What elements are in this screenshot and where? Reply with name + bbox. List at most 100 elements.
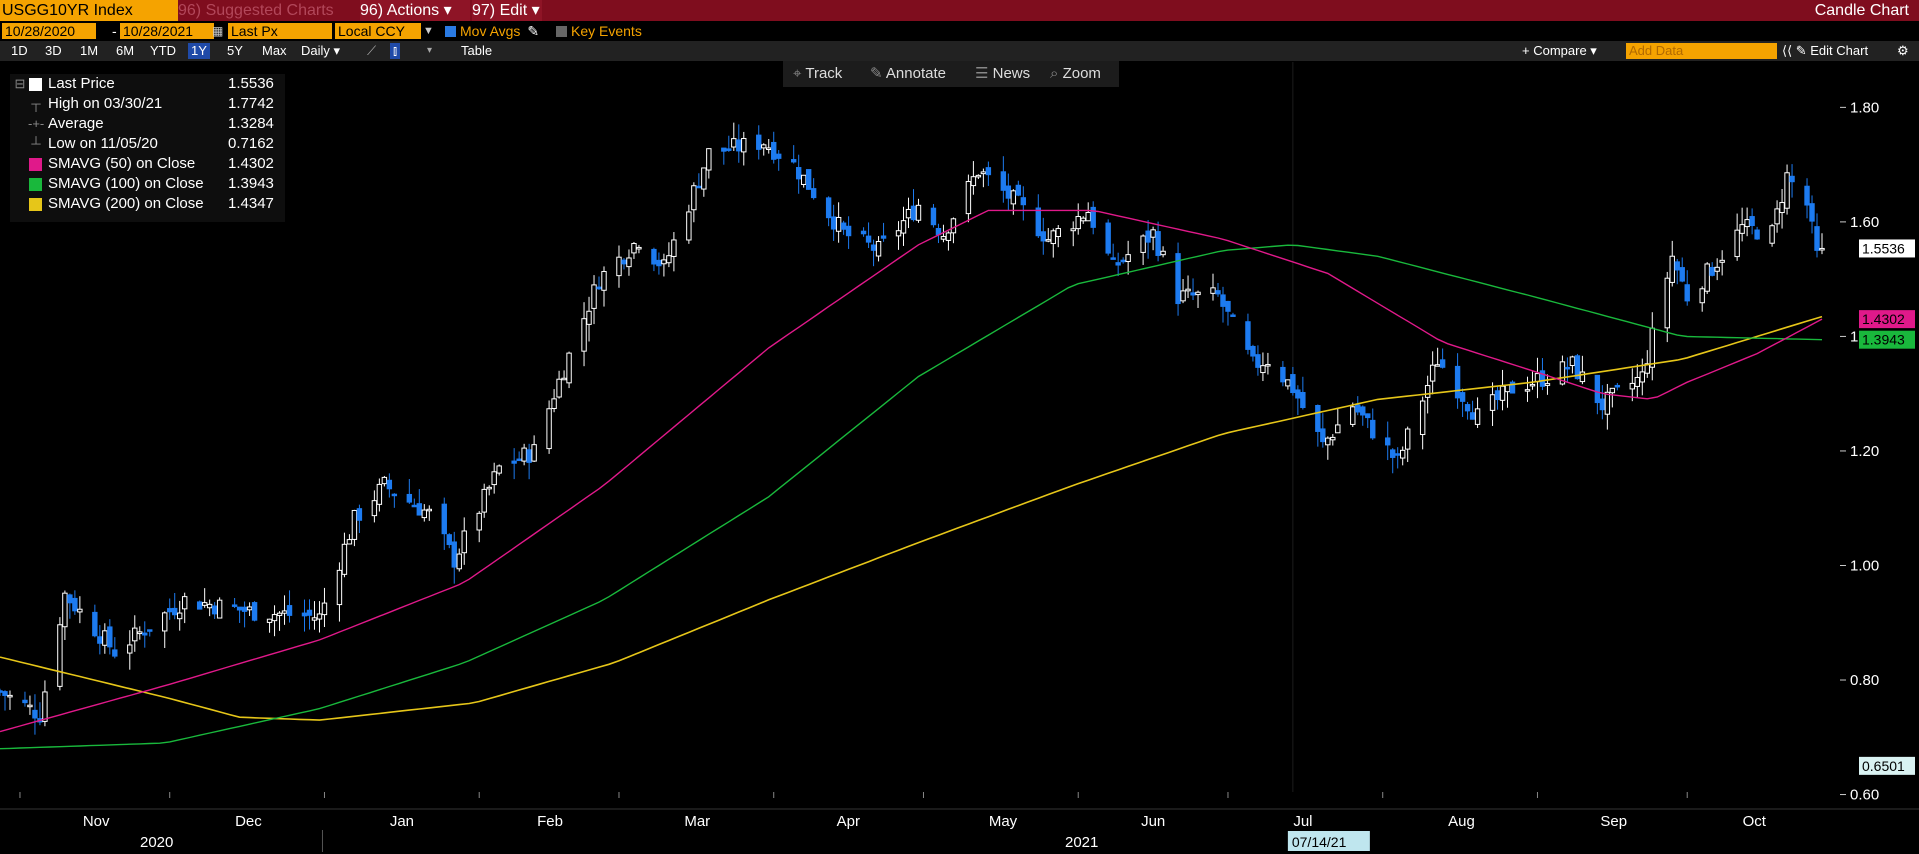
legend-average[interactable]: -+- Average 1.3284 — [10, 114, 285, 134]
candle-body — [1419, 400, 1426, 436]
candle-body — [421, 509, 428, 519]
candle-body — [42, 691, 48, 722]
candle-body — [1429, 364, 1436, 382]
suggested-charts-button[interactable]: 96) Suggested Charts — [178, 2, 334, 19]
legend-high[interactable]: ┬ High on 03/30/21 1.7742 — [10, 94, 285, 114]
news-icon: ☰ — [975, 65, 989, 82]
x-month-label: Mar — [684, 813, 710, 830]
value-label-text: 1.5536 — [1862, 240, 1905, 256]
sma100-label: SMAVG (100) on Close — [48, 175, 204, 192]
candle-body — [1390, 449, 1396, 458]
candle-body — [561, 377, 567, 381]
candle-body — [486, 486, 492, 490]
gear-icon[interactable]: ⚙ — [1897, 43, 1909, 58]
legend-sma100[interactable]: SMAVG (100) on Close 1.3943 — [10, 174, 285, 194]
calendar-icon[interactable]: ▦ — [212, 24, 224, 38]
end-date-field[interactable]: 10/28/2021 — [120, 23, 214, 39]
add-data-input[interactable]: Add Data — [1626, 43, 1777, 59]
edit-chart-button[interactable]: ⟨⟨ ✎ Edit Chart — [1782, 43, 1869, 58]
high-marker-icon: ┬ — [31, 96, 41, 111]
edit-menu[interactable]: 97) Edit ▾ — [472, 0, 542, 21]
mov-avgs-toggle[interactable]: Mov Avgs ✎ — [445, 23, 539, 39]
x-month-label: Feb — [537, 813, 563, 830]
candle-body — [1424, 385, 1431, 398]
sma50-swatch — [29, 158, 42, 171]
candle-body — [281, 610, 288, 614]
currency-select[interactable]: Local CCY — [335, 23, 421, 39]
candle-body — [1684, 284, 1690, 302]
candle-body — [481, 488, 487, 513]
range-5y[interactable]: 5Y — [227, 43, 243, 58]
security-field[interactable]: USGG10YR Index — [0, 0, 178, 21]
candle-body — [726, 148, 732, 151]
legend-low[interactable]: ┴ Low on 11/05/20 0.7162 — [10, 134, 285, 154]
news-tool[interactable]: ☰ News — [975, 61, 1030, 87]
candle-body — [985, 167, 992, 176]
candle-body — [511, 460, 517, 464]
candle-body — [1005, 185, 1012, 199]
candle-body — [57, 624, 63, 687]
candle-body — [1569, 356, 1576, 367]
frequency-select[interactable]: Daily ▾ — [301, 43, 341, 58]
legend-last-price[interactable]: ⊟ Last Price 1.5536 — [10, 74, 285, 94]
high-label: High on 03/30/21 — [48, 95, 163, 112]
legend-sma50[interactable]: SMAVG (50) on Close 1.4302 — [10, 154, 285, 174]
candle-body — [346, 539, 353, 545]
candle-body — [950, 218, 957, 234]
currency-dropdown-icon[interactable]: ▼ — [423, 25, 434, 37]
x-month-label: Jul — [1293, 813, 1312, 830]
value-label-box — [1859, 330, 1915, 349]
line-chart-icon[interactable]: ⟋ — [367, 43, 377, 58]
candle-body — [696, 185, 702, 189]
chart-style-dropdown-icon[interactable]: ▾ — [427, 45, 433, 56]
range-3d[interactable]: 3D — [45, 43, 62, 58]
candle-body — [1434, 364, 1441, 367]
range-max[interactable]: Max — [262, 43, 287, 58]
candle-body — [1085, 211, 1091, 222]
candle-body — [231, 604, 238, 607]
candle-body — [0, 690, 3, 693]
candle-body — [1190, 292, 1196, 296]
start-date-field[interactable]: 10/28/2020 — [2, 23, 96, 39]
candle-chart[interactable]: 1.801.601.401.201.000.800.60 NovDecJanFe… — [0, 62, 1919, 854]
candle-body — [586, 310, 592, 325]
candle-body — [1295, 389, 1301, 399]
candle-body — [965, 181, 972, 215]
candle-body — [556, 378, 562, 398]
candle-body — [162, 612, 168, 632]
actions-menu[interactable]: 96) Actions ▾ — [360, 0, 470, 21]
candle-body — [626, 257, 632, 268]
candle-body — [211, 605, 218, 615]
range-ytd[interactable]: YTD — [150, 43, 176, 58]
candle-body — [391, 493, 398, 497]
candle-body — [1544, 383, 1551, 386]
range-1y[interactable]: 1Y — [188, 43, 210, 59]
compare-button[interactable]: + Compare ▾ — [1522, 43, 1597, 58]
price-field-select[interactable]: Last Px — [228, 23, 332, 39]
candle-body — [446, 534, 452, 546]
annotate-tool[interactable]: ✎ Annotate — [870, 61, 946, 87]
pencil-icon[interactable]: ✎ — [527, 23, 540, 39]
range-6m[interactable]: 6M — [116, 43, 135, 58]
candle-body — [1175, 253, 1181, 305]
candle-body — [1000, 171, 1007, 191]
track-tool[interactable]: ⌖ Track — [793, 61, 842, 87]
candle-chart-icon[interactable]: ⫾ — [390, 43, 401, 59]
candle-body — [1819, 247, 1825, 251]
range-1m[interactable]: 1M — [80, 43, 99, 58]
candle-body — [691, 185, 697, 211]
value-label-text: 0.6501 — [1862, 758, 1905, 774]
candle-body — [1185, 288, 1191, 292]
collapse-icon[interactable]: ⊟ — [14, 76, 26, 91]
candle-body — [1439, 359, 1446, 368]
candle-body — [1699, 288, 1705, 304]
legend-sma200[interactable]: SMAVG (200) on Close 1.4347 — [10, 194, 285, 214]
checkbox-checked-icon — [445, 26, 456, 37]
range-1d[interactable]: 1D — [11, 43, 28, 58]
key-events-toggle[interactable]: Key Events — [556, 23, 642, 39]
candle-body — [371, 500, 378, 517]
candle-body — [112, 649, 118, 657]
table-button[interactable]: Table — [461, 43, 493, 58]
candle-body — [341, 543, 348, 575]
zoom-tool[interactable]: ⌕ Zoom — [1050, 61, 1101, 87]
